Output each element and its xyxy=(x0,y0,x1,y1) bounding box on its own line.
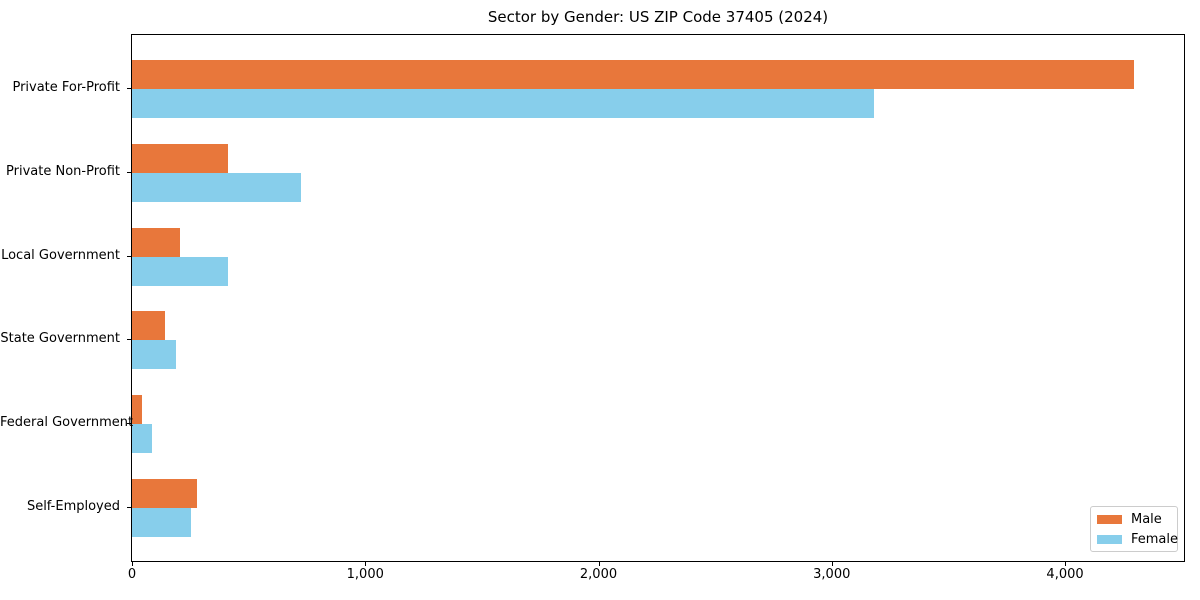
y-tick-mark xyxy=(127,507,131,508)
bar-female-self-employed xyxy=(132,508,192,537)
bar-male-local-government xyxy=(132,227,180,257)
bar-male-federal-government xyxy=(132,395,143,425)
legend-swatch-female xyxy=(1097,534,1122,544)
x-tick-label-3-000: 3,000 xyxy=(813,567,851,582)
bar-female-private-non-profit xyxy=(132,172,302,202)
y-tick-label-private-non-profit: Private Non-Profit xyxy=(6,163,120,179)
y-tick-mark xyxy=(127,88,131,89)
bar-male-state-government xyxy=(132,311,165,341)
legend-entry-female: Female xyxy=(1097,531,1179,547)
bar-female-federal-government xyxy=(132,424,153,454)
y-tick-mark xyxy=(127,255,131,257)
bar-male-private-for-profit xyxy=(132,60,1134,89)
bar-male-self-employed xyxy=(132,479,198,508)
legend-swatch-male xyxy=(1097,514,1122,524)
x-tick-label-1-000: 1,000 xyxy=(346,567,384,582)
y-tick-mark xyxy=(127,423,131,425)
chart-title: Sector by Gender: US ZIP Code 37405 (202… xyxy=(487,8,829,26)
x-tick-label-0: 0 xyxy=(127,567,137,582)
y-tick-label-state-government: State Government xyxy=(0,331,120,347)
y-tick-label-local-government: Local Government xyxy=(1,247,120,263)
y-tick-label-federal-government: Federal Government xyxy=(0,415,134,431)
x-tick-mark xyxy=(598,562,600,566)
bar-female-state-government xyxy=(132,340,177,370)
plot-area xyxy=(131,34,1185,562)
x-tick-label-2-000: 2,000 xyxy=(579,567,618,582)
x-tick-mark xyxy=(1065,562,1067,566)
y-tick-label-self-employed: Self-Employed xyxy=(26,499,120,514)
bar-female-private-for-profit xyxy=(132,89,874,118)
x-tick-mark xyxy=(831,562,833,566)
legend: Male Female xyxy=(1090,506,1178,552)
y-tick-mark xyxy=(127,171,131,173)
x-tick-mark xyxy=(365,562,367,566)
bar-male-private-non-profit xyxy=(132,143,228,173)
legend-entry-male: Male xyxy=(1097,512,1177,527)
x-tick-mark xyxy=(132,562,133,566)
bar-female-local-government xyxy=(132,256,228,286)
legend-label-female: Female xyxy=(1131,531,1179,547)
x-tick-label-4-000: 4,000 xyxy=(1046,567,1084,582)
legend-label-male: Male xyxy=(1131,511,1162,527)
y-tick-label-private-for-profit: Private For-Profit xyxy=(12,80,120,95)
y-tick-mark xyxy=(127,339,131,341)
